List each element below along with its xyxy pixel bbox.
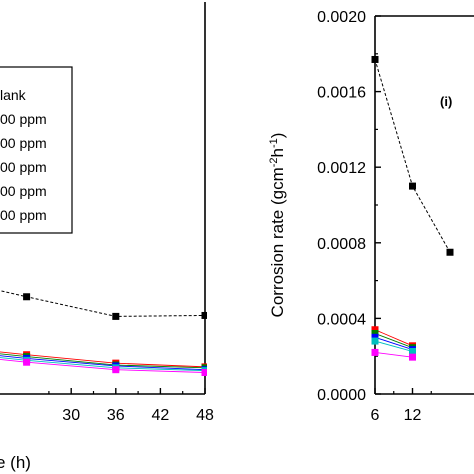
right-chart-axes: 0.0000 0.0004 0.0008 0.0012 0.0016 0.0020 6 12 bbox=[317, 9, 474, 424]
right-series-line-0 bbox=[374, 59, 451, 253]
right-x-tick-label: 12 bbox=[404, 407, 422, 424]
right-y-tick-label: 0.0004 bbox=[317, 311, 366, 328]
right-series-line-3 bbox=[374, 336, 413, 351]
left-x-tick-label: 30 bbox=[62, 407, 80, 424]
left-series-marker-5 bbox=[201, 368, 207, 376]
right-series-line-1 bbox=[374, 329, 413, 347]
right-series-marker-5 bbox=[409, 353, 416, 361]
left-series-line-4 bbox=[0, 357, 206, 372]
legend-entry-label: 00 ppm bbox=[0, 183, 47, 199]
legend-entry-label: lank bbox=[0, 87, 27, 103]
left-series-marker-0 bbox=[201, 311, 207, 319]
left-series-line-1 bbox=[0, 351, 206, 368]
left-series-line-2 bbox=[0, 353, 206, 369]
right-series-marker-5 bbox=[371, 348, 379, 356]
left-x-tick-label: 42 bbox=[152, 407, 170, 424]
left-x-tick-label: 48 bbox=[196, 407, 214, 424]
right-series-line-4 bbox=[374, 340, 413, 352]
right-y-axis-title: Corrosion rate (gcm-2h-1) bbox=[268, 133, 287, 318]
right-series-marker-0 bbox=[446, 248, 454, 256]
right-series-line-2 bbox=[374, 333, 413, 349]
y-axis-title-close: ) bbox=[268, 133, 287, 139]
right-y-tick-label: 0.0008 bbox=[317, 236, 366, 253]
left-x-tick-label: 36 bbox=[107, 407, 125, 424]
right-chart-plot-area bbox=[371, 55, 454, 361]
left-chart-plot-area bbox=[0, 290, 207, 376]
right-series-marker-0 bbox=[409, 182, 416, 190]
left-series-line-3 bbox=[0, 355, 206, 371]
y-axis-title-main: Corrosion rate (gcm bbox=[268, 167, 287, 317]
right-series-marker-4 bbox=[409, 347, 416, 355]
legend-entry-label: 00 ppm bbox=[0, 159, 47, 175]
y-axis-title-exp2: -1 bbox=[268, 138, 280, 148]
y-axis-title-unit2: h bbox=[268, 148, 287, 157]
right-series-line-5 bbox=[374, 351, 413, 358]
panel-annotation: (i) bbox=[440, 94, 452, 109]
legend-entry-label: 00 ppm bbox=[0, 111, 47, 127]
right-series-marker-4 bbox=[371, 337, 379, 345]
left-chart-panel: 30 36 42 48 e (h) lank 00 ppm 00 ppm 00 ppm 00 … bbox=[0, 2, 214, 472]
right-series-marker-0 bbox=[371, 55, 379, 63]
right-y-tick-label: 0.0020 bbox=[317, 9, 366, 26]
left-series-marker-0 bbox=[112, 312, 120, 320]
left-series-marker-5 bbox=[23, 358, 31, 366]
left-series-marker-5 bbox=[112, 366, 120, 374]
legend-entry-label: 00 ppm bbox=[0, 135, 47, 151]
right-series-marker-2 bbox=[371, 330, 379, 338]
legend-box bbox=[0, 66, 73, 234]
right-y-tick-label: 0.0012 bbox=[317, 160, 366, 177]
left-series-line-0 bbox=[0, 290, 206, 317]
right-y-tick-label: 0.0016 bbox=[317, 85, 366, 102]
right-x-tick-label: 6 bbox=[371, 407, 380, 424]
right-series-marker-3 bbox=[371, 333, 379, 341]
left-series-marker-0 bbox=[23, 293, 31, 301]
left-chart-axes: 30 36 42 48 bbox=[0, 2, 214, 424]
right-y-tick-label: 0.0000 bbox=[317, 387, 366, 404]
y-axis-title-exp1: -2 bbox=[268, 157, 280, 167]
left-chart-legend: lank 00 ppm 00 ppm 00 ppm 00 ppm 00 ppm bbox=[0, 66, 73, 234]
legend-entry-label: 00 ppm bbox=[0, 207, 47, 223]
left-series-line-5 bbox=[0, 358, 206, 373]
right-series-marker-1 bbox=[371, 326, 379, 334]
left-x-axis-title: e (h) bbox=[0, 453, 31, 472]
